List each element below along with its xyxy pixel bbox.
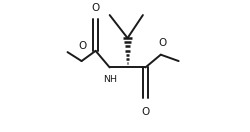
Text: O: O xyxy=(158,38,166,48)
Text: O: O xyxy=(78,41,86,51)
Text: O: O xyxy=(141,107,150,117)
Text: NH: NH xyxy=(103,75,117,84)
Text: O: O xyxy=(92,3,100,13)
